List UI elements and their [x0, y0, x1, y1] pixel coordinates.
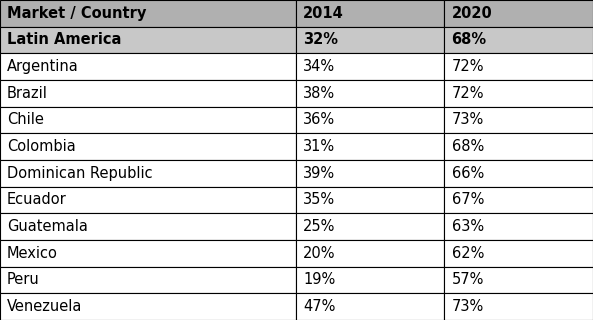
- Text: 20%: 20%: [303, 246, 336, 261]
- Text: 35%: 35%: [303, 193, 335, 207]
- Bar: [296, 293, 445, 320]
- Bar: [445, 80, 593, 107]
- Text: 2020: 2020: [452, 6, 492, 21]
- Text: 63%: 63%: [452, 219, 484, 234]
- Bar: [0, 160, 296, 187]
- Text: 66%: 66%: [452, 166, 484, 181]
- Bar: [445, 240, 593, 267]
- Text: 38%: 38%: [303, 86, 335, 101]
- Bar: [0, 27, 296, 53]
- Text: Guatemala: Guatemala: [7, 219, 88, 234]
- Bar: [0, 293, 296, 320]
- Bar: [0, 213, 296, 240]
- Bar: [445, 53, 593, 80]
- Text: Venezuela: Venezuela: [7, 299, 82, 314]
- Bar: [445, 107, 593, 133]
- Bar: [296, 80, 445, 107]
- Bar: [445, 187, 593, 213]
- Bar: [445, 267, 593, 293]
- Bar: [445, 213, 593, 240]
- Text: Dominican Republic: Dominican Republic: [7, 166, 153, 181]
- Bar: [296, 0, 445, 27]
- Bar: [445, 160, 593, 187]
- Bar: [296, 160, 445, 187]
- Text: 68%: 68%: [452, 33, 487, 47]
- Text: 19%: 19%: [303, 273, 336, 287]
- Text: 72%: 72%: [452, 59, 484, 74]
- Text: 72%: 72%: [452, 86, 484, 101]
- Bar: [445, 133, 593, 160]
- Text: 31%: 31%: [303, 139, 335, 154]
- Bar: [445, 27, 593, 53]
- Bar: [0, 187, 296, 213]
- Bar: [445, 293, 593, 320]
- Text: 25%: 25%: [303, 219, 336, 234]
- Text: Chile: Chile: [7, 113, 44, 127]
- Bar: [0, 53, 296, 80]
- Text: 2014: 2014: [303, 6, 344, 21]
- Bar: [296, 187, 445, 213]
- Bar: [0, 240, 296, 267]
- Text: 62%: 62%: [452, 246, 484, 261]
- Bar: [0, 107, 296, 133]
- Text: Colombia: Colombia: [7, 139, 76, 154]
- Text: Latin America: Latin America: [7, 33, 122, 47]
- Bar: [296, 213, 445, 240]
- Bar: [296, 240, 445, 267]
- Text: Peru: Peru: [7, 273, 40, 287]
- Text: 47%: 47%: [303, 299, 336, 314]
- Text: 39%: 39%: [303, 166, 335, 181]
- Text: 32%: 32%: [303, 33, 338, 47]
- Bar: [296, 267, 445, 293]
- Bar: [0, 267, 296, 293]
- Text: Ecuador: Ecuador: [7, 193, 67, 207]
- Bar: [296, 27, 445, 53]
- Text: Mexico: Mexico: [7, 246, 58, 261]
- Bar: [296, 133, 445, 160]
- Text: 34%: 34%: [303, 59, 335, 74]
- Bar: [296, 53, 445, 80]
- Bar: [0, 80, 296, 107]
- Text: 68%: 68%: [452, 139, 484, 154]
- Bar: [0, 0, 296, 27]
- Bar: [0, 133, 296, 160]
- Text: 73%: 73%: [452, 299, 484, 314]
- Bar: [296, 107, 445, 133]
- Text: 57%: 57%: [452, 273, 484, 287]
- Bar: [445, 0, 593, 27]
- Text: Argentina: Argentina: [7, 59, 79, 74]
- Text: 73%: 73%: [452, 113, 484, 127]
- Text: 36%: 36%: [303, 113, 335, 127]
- Text: Market / Country: Market / Country: [7, 6, 146, 21]
- Text: Brazil: Brazil: [7, 86, 48, 101]
- Text: 67%: 67%: [452, 193, 484, 207]
